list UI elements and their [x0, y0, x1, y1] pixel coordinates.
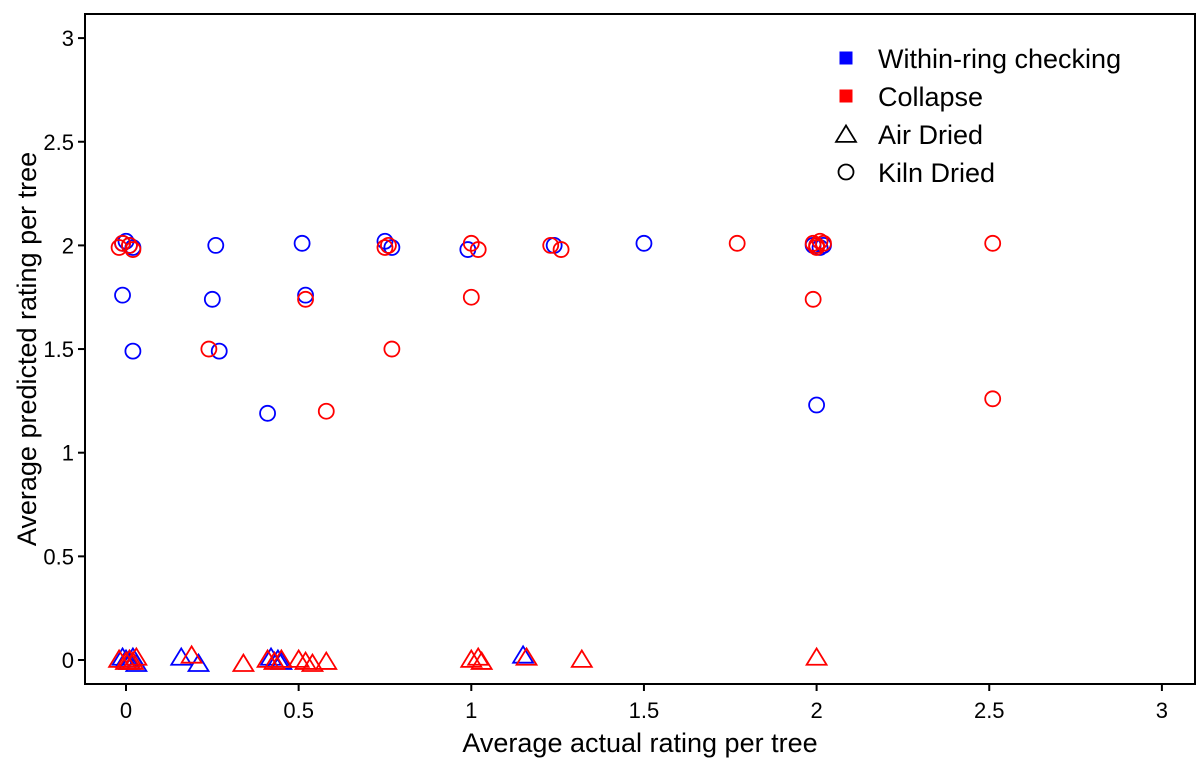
x-tick-label: 0.5	[283, 698, 314, 723]
y-tick-label: 2	[62, 233, 74, 258]
x-axis: 0 0.5 1 1.5 2 2.5 3	[120, 684, 1168, 723]
legend-swatch-within-ring-checking	[839, 51, 853, 65]
collapse-kiln-dried-point	[552, 241, 570, 258]
within-ring-checking-kiln-dried-point	[124, 342, 142, 360]
within-ring-checking-kiln-dried-point	[383, 239, 401, 256]
collapse-kiln-dried-point	[376, 239, 394, 256]
y-axis-title: Average predicted rating per tree	[12, 152, 42, 546]
x-axis-title: Average actual rating per tree	[462, 728, 817, 758]
within-ring-checking-kiln-dried-point	[203, 290, 221, 308]
collapse-air-dried-point	[470, 650, 494, 670]
collapse-air-dried-point	[805, 646, 829, 666]
legend-label-collapse: Collapse	[878, 82, 983, 112]
collapse-kiln-dried-point	[804, 234, 822, 252]
legend-label-kiln-dried: Kiln Dried	[878, 158, 995, 188]
plot-border	[84, 13, 1196, 685]
within-ring-checking-kiln-dried-point	[293, 234, 311, 252]
collapse-kiln-dried-point	[121, 236, 138, 254]
x-tick-label: 2.5	[974, 698, 1005, 723]
collapse-air-dried-point	[293, 650, 318, 670]
collapse-kiln-dried-point	[811, 232, 829, 250]
collapse-kiln-dried-point	[469, 241, 487, 258]
collapse-kiln-dried-point	[383, 340, 401, 358]
collapse-air-dried-point	[314, 650, 338, 670]
legend: Within-ring checking Collapse Air Dried Kil…	[834, 44, 1121, 188]
within-ring-checking-kiln-dried-point	[259, 404, 276, 422]
data-points	[107, 232, 1002, 672]
collapse-kiln-dried-point	[808, 236, 825, 254]
legend-swatch-collapse	[839, 89, 853, 103]
collapse-kiln-dried-point	[380, 236, 397, 254]
collapse-air-dried-point	[287, 648, 311, 668]
collapse-air-dried-point	[255, 648, 280, 668]
collapse-kiln-dried-point	[984, 234, 1002, 252]
y-tick-label: 1	[62, 441, 74, 466]
x-tick-label: 2	[810, 698, 822, 723]
collapse-kiln-dried-point	[297, 290, 314, 308]
collapse-kiln-dried-point	[815, 234, 832, 252]
y-tick-label: 3	[62, 26, 74, 51]
collapse-kiln-dried-point	[200, 340, 218, 358]
collapse-air-dried-point	[514, 646, 539, 666]
legend-label-air-dried: Air Dried	[878, 120, 983, 150]
within-ring-checking-kiln-dried-point	[635, 234, 653, 252]
x-tick-label: 1.5	[629, 698, 660, 723]
collapse-kiln-dried-point	[984, 390, 1002, 408]
collapse-kiln-dried-point	[317, 402, 335, 420]
within-ring-checking-kiln-dried-point	[297, 286, 314, 304]
collapse-kiln-dried-point	[124, 241, 142, 258]
legend-label-within-ring-checking: Within-ring checking	[878, 44, 1121, 74]
collapse-kiln-dried-point	[804, 290, 822, 308]
within-ring-checking-kiln-dried-point	[114, 286, 131, 304]
collapse-air-dried-point	[180, 644, 204, 664]
y-tick-label: 2.5	[43, 130, 74, 155]
within-ring-checking-kiln-dried-point	[808, 396, 825, 414]
plot-area	[84, 13, 1196, 685]
within-ring-checking-kiln-dried-point	[210, 342, 228, 360]
y-tick-label: 0.5	[43, 544, 74, 569]
x-tick-label: 1	[465, 698, 477, 723]
collapse-air-dried-point	[570, 648, 594, 668]
within-ring-checking-air-dried-point	[511, 644, 535, 664]
collapse-air-dried-point	[269, 648, 293, 668]
x-tick-label: 3	[1156, 698, 1168, 723]
collapse-kiln-dried-point	[542, 236, 560, 254]
within-ring-checking-kiln-dried-point	[207, 236, 225, 254]
collapse-air-dried-point	[231, 652, 255, 672]
y-axis: 0 0.5 1 1.5 2 2.5 3	[43, 26, 85, 673]
legend-swatch-kiln-dried	[837, 163, 855, 181]
collapse-air-dried-point	[300, 652, 325, 672]
x-tick-label: 0	[120, 698, 132, 723]
collapse-air-dried-point	[262, 650, 287, 670]
collapse-air-dried-point	[459, 648, 483, 668]
collapse-air-dried-point	[124, 646, 148, 666]
collapse-air-dried-point	[117, 648, 142, 668]
legend-swatch-air-dried	[834, 123, 858, 143]
collapse-kiln-dried-point	[728, 234, 746, 252]
collapse-kiln-dried-point	[462, 288, 480, 306]
y-tick-label: 1.5	[43, 337, 74, 362]
y-tick-label: 0	[62, 648, 74, 673]
